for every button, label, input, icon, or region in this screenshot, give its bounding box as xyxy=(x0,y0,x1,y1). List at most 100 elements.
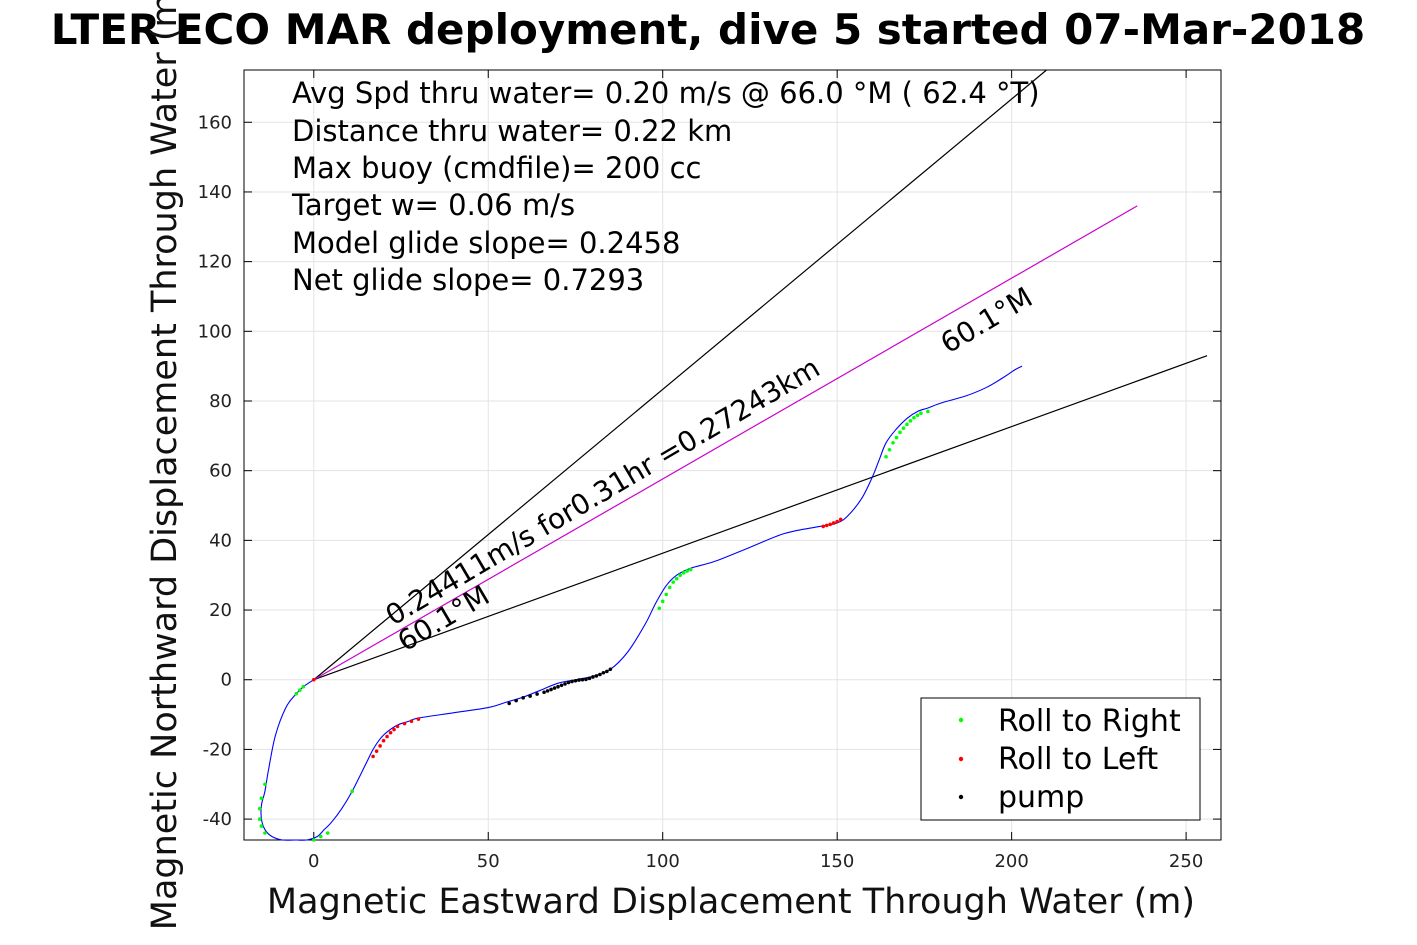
point-pump xyxy=(521,696,525,700)
point-roll-to-right xyxy=(912,415,916,420)
point-roll-to-right xyxy=(664,592,669,597)
point-roll-to-left xyxy=(311,677,316,682)
y-tick-label: 20 xyxy=(209,600,232,621)
info-text-block: Avg Spd thru water= 0.20 m/s @ 66.0 °M (… xyxy=(291,76,1040,297)
point-pump xyxy=(594,674,599,678)
point-pump xyxy=(577,678,581,682)
info-line-distance: Distance thru water= 0.22 km xyxy=(292,114,732,148)
y-tick-label: 140 xyxy=(198,182,232,203)
point-pump xyxy=(584,677,588,682)
point-pump xyxy=(580,677,585,682)
point-roll-to-right xyxy=(926,409,930,414)
y-tick-label: 60 xyxy=(209,461,232,482)
point-roll-to-right xyxy=(894,435,899,440)
point-pump xyxy=(556,684,560,689)
info-line-avg-speed: Avg Spd thru water= 0.20 m/s @ 66.0 °M (… xyxy=(292,76,1040,110)
point-roll-to-right xyxy=(259,796,264,800)
point-roll-to-left xyxy=(828,522,832,527)
point-roll-to-left xyxy=(395,724,400,729)
y-tick-label: 40 xyxy=(209,530,232,551)
legend-marker-roll-left xyxy=(958,756,964,762)
axis-ticks: 0 50 100 150 200 250 -40 -20 0 20 40 60 80 100 120 140 1… xyxy=(198,70,1221,872)
point-roll-to-right xyxy=(257,806,262,811)
info-line-max-buoy: Max buoy (cmdfile)= 200 cc xyxy=(292,151,701,185)
point-roll-to-right xyxy=(905,422,909,427)
point-roll-to-right xyxy=(298,688,302,692)
point-pump xyxy=(542,690,546,695)
y-tick-label: 0 xyxy=(221,670,232,691)
point-roll-to-right xyxy=(257,817,262,821)
point-roll-to-left xyxy=(385,734,389,739)
legend-marker-roll-right xyxy=(958,717,964,723)
point-roll-to-right xyxy=(311,838,316,842)
point-roll-to-right xyxy=(688,567,693,572)
point-roll-to-right xyxy=(657,606,662,611)
point-roll-to-right xyxy=(301,684,306,689)
legend-box xyxy=(920,697,1201,821)
point-roll-to-right xyxy=(263,831,267,835)
point-roll-to-right xyxy=(294,691,299,696)
point-roll-to-right xyxy=(667,585,672,590)
x-tick-label: 50 xyxy=(477,851,500,872)
reference-line-lower xyxy=(313,355,1208,681)
legend-label-roll-right: Roll to Right xyxy=(998,704,1181,739)
point-roll-to-right xyxy=(259,824,264,828)
point-roll-to-left xyxy=(821,524,826,529)
point-roll-to-right xyxy=(884,454,888,459)
info-line-net-glide: Net glide slope= 0.7293 xyxy=(292,263,644,297)
point-roll-to-right xyxy=(350,789,354,794)
legend: Roll to Right Roll to Left pump xyxy=(920,697,1201,821)
point-roll-to-left xyxy=(838,517,843,522)
point-pump xyxy=(573,678,578,683)
y-tick-label: 100 xyxy=(198,321,232,342)
x-axis-label: Magnetic Eastward Displacement Through W… xyxy=(267,882,1195,922)
point-roll-to-right xyxy=(671,580,675,584)
point-pump xyxy=(598,672,602,677)
point-pump xyxy=(563,682,567,686)
point-roll-to-right xyxy=(901,426,906,430)
point-roll-to-right xyxy=(887,447,892,452)
x-tick-label: 0 xyxy=(308,851,319,872)
point-roll-to-left xyxy=(416,717,421,721)
point-pump xyxy=(552,686,557,690)
point-roll-to-left xyxy=(835,519,839,524)
point-roll-to-right xyxy=(915,413,920,418)
legend-marker-pump xyxy=(958,794,964,800)
point-pump xyxy=(605,669,609,674)
y-tick-label: 80 xyxy=(209,391,232,412)
x-tick-label: 250 xyxy=(1169,851,1203,872)
info-line-model-glide: Model glide slope= 0.2458 xyxy=(292,226,680,260)
data-points xyxy=(257,409,930,842)
point-roll-to-right xyxy=(263,782,267,787)
point-roll-to-right xyxy=(685,569,689,573)
y-tick-label: 160 xyxy=(198,112,232,133)
reference-line-upper xyxy=(313,69,1047,681)
point-pump xyxy=(549,687,553,692)
point-roll-to-right xyxy=(681,570,686,575)
point-roll-to-right xyxy=(660,599,665,604)
chart-title: LTER ECO MAR deployment, dive 5 started … xyxy=(50,5,1366,54)
point-roll-to-left xyxy=(831,521,836,525)
info-line-target-w: Target w= 0.06 m/s xyxy=(291,188,575,222)
point-roll-to-right xyxy=(325,831,330,835)
point-pump xyxy=(514,698,518,703)
point-pump xyxy=(570,679,574,684)
y-axis-label: Magnetic Northward Displacement Through … xyxy=(145,0,185,930)
legend-label-pump: pump xyxy=(998,780,1084,815)
point-roll-to-right xyxy=(318,834,323,839)
point-pump xyxy=(507,701,511,706)
point-roll-to-left xyxy=(402,721,407,726)
speed-distance-annotation: 0.24411m/s for0.31hr =0.27243km xyxy=(380,351,826,632)
point-roll-to-right xyxy=(908,419,913,423)
y-tick-label: 120 xyxy=(198,252,232,273)
point-roll-to-left xyxy=(824,523,829,528)
point-roll-to-right xyxy=(898,430,902,435)
legend-label-roll-left: Roll to Left xyxy=(998,742,1158,777)
point-pump xyxy=(601,670,606,675)
point-pump xyxy=(587,676,592,681)
y-tick-label: -20 xyxy=(203,739,232,760)
point-pump xyxy=(545,689,550,693)
point-roll-to-left xyxy=(381,738,386,743)
